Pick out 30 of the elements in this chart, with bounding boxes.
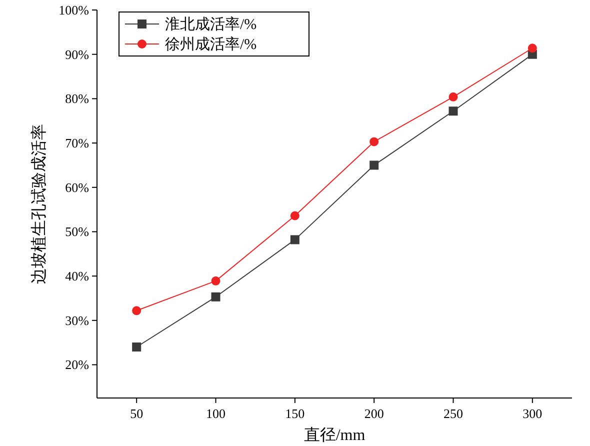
point [370, 160, 379, 170]
y-tick-label: 90% [65, 46, 90, 62]
y-tick-label: 60% [65, 180, 90, 195]
point [448, 92, 458, 102]
x-tick-label: 250 [444, 406, 463, 421]
y-tick-label: 20% [65, 357, 90, 372]
point [448, 106, 458, 116]
x-axis-title: 直径/mm [304, 426, 366, 444]
legend-label: 徐州成活率/% [165, 36, 257, 53]
x-tick-label: 150 [285, 406, 305, 421]
x-tick-label: 50 [130, 406, 144, 421]
y-tick-label: 30% [65, 312, 90, 328]
point [528, 44, 537, 53]
legend-label: 淮北成活率/% [165, 16, 257, 33]
point [132, 342, 142, 352]
point [211, 292, 220, 302]
x-tick-label: 200 [364, 406, 384, 421]
point [132, 306, 142, 316]
y-tick-label: 80% [65, 91, 90, 106]
point [290, 235, 300, 244]
point [211, 276, 220, 286]
y-tick-label: 50% [65, 224, 90, 240]
x-tick-label: 100 [206, 406, 226, 421]
point [370, 137, 379, 146]
y-tick-label: 70% [65, 136, 90, 151]
point [290, 211, 300, 220]
y-tick-label: 40% [65, 268, 90, 284]
x-tick-label: 300 [522, 406, 542, 421]
y-axis-title: 边坡植生孔试验成活率 [30, 124, 48, 284]
y-tick-label: 100% [58, 2, 90, 18]
